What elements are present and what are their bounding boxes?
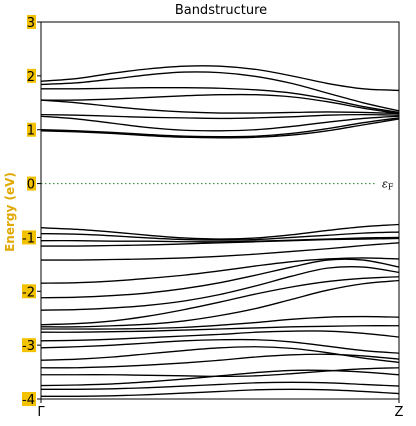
y-tick-label: -4: [22, 393, 35, 408]
fermi-level-group: εF: [41, 178, 394, 192]
x-tick-label: Γ: [37, 405, 45, 420]
band-line-29: [40, 388, 400, 398]
band-line-3: [40, 86, 400, 114]
y-tick-label: -2: [22, 285, 35, 300]
band-line-4: [40, 93, 400, 115]
y-tick-label: 2: [27, 70, 35, 85]
y-tick-highlight: [22, 284, 36, 299]
y-tick-label: 1: [27, 124, 35, 139]
band-line-9: [40, 118, 400, 139]
y-tick-highlight: [27, 68, 36, 83]
y-tick-highlight: [27, 122, 36, 137]
y-tick-label: 3: [27, 16, 35, 31]
band-line-8: [40, 117, 400, 138]
band-line-22: [40, 330, 400, 342]
band-line-1: [40, 65, 400, 92]
y-tick-highlight: [27, 176, 36, 191]
y-tick-label: -1: [22, 231, 35, 246]
y-tick-highlight: [22, 230, 36, 245]
y-tick-label: 0: [27, 178, 35, 193]
band-line-26: [41, 367, 400, 378]
band-line-5: [40, 99, 400, 115]
band-line-25: [40, 353, 400, 369]
band-line-2: [40, 71, 400, 112]
band-line-6: [40, 113, 400, 120]
fermi-level-label: εF: [382, 178, 394, 192]
y-axis-label: Energy (eV): [3, 172, 17, 252]
band-line-11: [40, 231, 400, 241]
band-line-10: [40, 223, 400, 240]
plot-frame: [40, 21, 400, 400]
band-line-27: [40, 369, 400, 387]
y-tick-highlight: [27, 15, 36, 29]
y-ticks-group: 3 2 1 0 -1 -2 -3 -4: [22, 15, 41, 408]
band-line-17: [40, 265, 400, 311]
x-tick-label: Z: [395, 405, 404, 420]
band-line-12: [40, 236, 400, 243]
band-line-16: [40, 258, 400, 299]
band-line-28: [40, 381, 400, 391]
band-line-14: [40, 242, 400, 261]
y-tick-highlight: [22, 392, 36, 406]
chart-title: Bandstructure: [175, 3, 267, 18]
band-line-20: [41, 315, 400, 330]
y-tick-label: -3: [22, 339, 35, 354]
bands-group: [40, 65, 400, 398]
band-line-19: [40, 279, 400, 328]
band-line-15: [40, 257, 400, 284]
band-line-13: [40, 237, 400, 247]
band-line-21: [40, 325, 400, 333]
band-line-18: [40, 276, 400, 326]
band-line-23: [40, 338, 400, 354]
y-tick-highlight: [22, 338, 36, 353]
band-line-7: [40, 115, 400, 132]
